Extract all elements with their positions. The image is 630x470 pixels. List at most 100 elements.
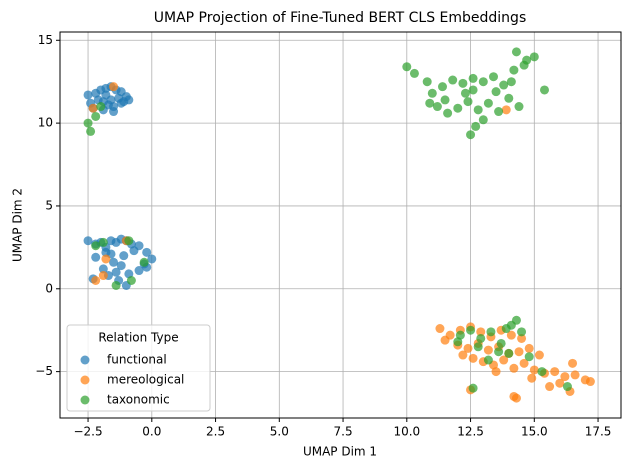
x-tick-label: 12.5 bbox=[457, 425, 484, 439]
point bbox=[491, 367, 501, 377]
point bbox=[514, 102, 524, 112]
point bbox=[402, 62, 412, 72]
point bbox=[109, 82, 119, 92]
point bbox=[91, 252, 101, 262]
point bbox=[91, 275, 101, 285]
point bbox=[126, 275, 136, 285]
point bbox=[468, 73, 478, 83]
point bbox=[83, 118, 93, 128]
legend-marker bbox=[80, 375, 90, 385]
y-tick-label: −5 bbox=[35, 364, 53, 378]
point bbox=[511, 47, 521, 57]
point bbox=[142, 247, 152, 257]
point bbox=[476, 333, 486, 343]
point bbox=[555, 378, 565, 388]
point bbox=[468, 353, 478, 363]
y-tick-label: 15 bbox=[38, 33, 53, 47]
point bbox=[440, 335, 450, 345]
y-tick-label: 0 bbox=[45, 281, 53, 295]
point bbox=[432, 102, 442, 112]
point bbox=[422, 77, 432, 87]
point bbox=[468, 85, 478, 95]
point bbox=[537, 367, 547, 377]
point bbox=[98, 271, 108, 281]
point bbox=[91, 111, 101, 121]
point bbox=[83, 90, 93, 100]
point bbox=[478, 77, 488, 87]
point bbox=[476, 327, 486, 337]
point bbox=[527, 373, 537, 383]
point bbox=[458, 350, 468, 360]
point bbox=[119, 251, 129, 261]
legend-label: functional bbox=[107, 353, 167, 367]
y-tick-label: 10 bbox=[38, 116, 53, 130]
point bbox=[453, 337, 463, 347]
point bbox=[568, 358, 578, 368]
legend-title: Relation Type bbox=[98, 331, 178, 345]
point bbox=[483, 355, 493, 365]
legend-box bbox=[66, 324, 211, 412]
point bbox=[466, 130, 476, 140]
point bbox=[96, 102, 106, 112]
point bbox=[504, 348, 514, 358]
x-tick-label: 10.0 bbox=[393, 425, 420, 439]
point bbox=[499, 80, 509, 90]
point bbox=[409, 68, 419, 78]
x-tick-label: 2.5 bbox=[206, 425, 225, 439]
point bbox=[529, 365, 539, 375]
x-tick-label: 7.5 bbox=[334, 425, 353, 439]
point bbox=[545, 382, 555, 392]
point bbox=[519, 358, 529, 368]
point bbox=[473, 105, 483, 115]
x-tick-label: 15.0 bbox=[521, 425, 548, 439]
point bbox=[509, 65, 519, 75]
point bbox=[109, 107, 119, 117]
point bbox=[478, 115, 488, 125]
point bbox=[504, 93, 514, 103]
point bbox=[524, 352, 534, 362]
point bbox=[562, 382, 572, 392]
point bbox=[427, 88, 437, 98]
point bbox=[489, 72, 498, 82]
point bbox=[463, 97, 473, 107]
point bbox=[473, 342, 483, 352]
point bbox=[83, 236, 93, 246]
point bbox=[570, 370, 580, 380]
point bbox=[116, 261, 126, 271]
point bbox=[471, 121, 481, 131]
point bbox=[124, 236, 134, 246]
point bbox=[109, 257, 119, 267]
point bbox=[506, 77, 516, 87]
x-tick-label: 17.5 bbox=[585, 425, 612, 439]
point bbox=[98, 237, 108, 247]
point bbox=[483, 345, 493, 355]
y-axis-label: UMAP Dim 2 bbox=[11, 188, 25, 262]
point bbox=[483, 98, 493, 108]
x-tick-label: 0.0 bbox=[142, 425, 161, 439]
legend: Relation Type functional mereological taxon… bbox=[66, 324, 211, 412]
point bbox=[494, 347, 504, 357]
point bbox=[496, 338, 506, 348]
point bbox=[506, 330, 516, 340]
point bbox=[529, 52, 539, 62]
legend-label: taxonomic bbox=[107, 393, 170, 407]
point bbox=[106, 95, 116, 105]
point bbox=[517, 333, 527, 343]
x-tick-label: 5.0 bbox=[270, 425, 289, 439]
point bbox=[491, 87, 501, 97]
point bbox=[86, 126, 96, 136]
point bbox=[509, 391, 519, 401]
point bbox=[466, 325, 476, 335]
point bbox=[509, 363, 519, 373]
point bbox=[448, 75, 458, 85]
point bbox=[111, 267, 121, 277]
point bbox=[91, 241, 101, 251]
point bbox=[101, 254, 111, 264]
x-axis-label: UMAP Dim 1 bbox=[303, 445, 377, 459]
point bbox=[98, 264, 108, 274]
point bbox=[550, 367, 560, 377]
point bbox=[501, 105, 511, 115]
point bbox=[468, 383, 478, 393]
point bbox=[499, 355, 509, 365]
point bbox=[585, 377, 595, 387]
